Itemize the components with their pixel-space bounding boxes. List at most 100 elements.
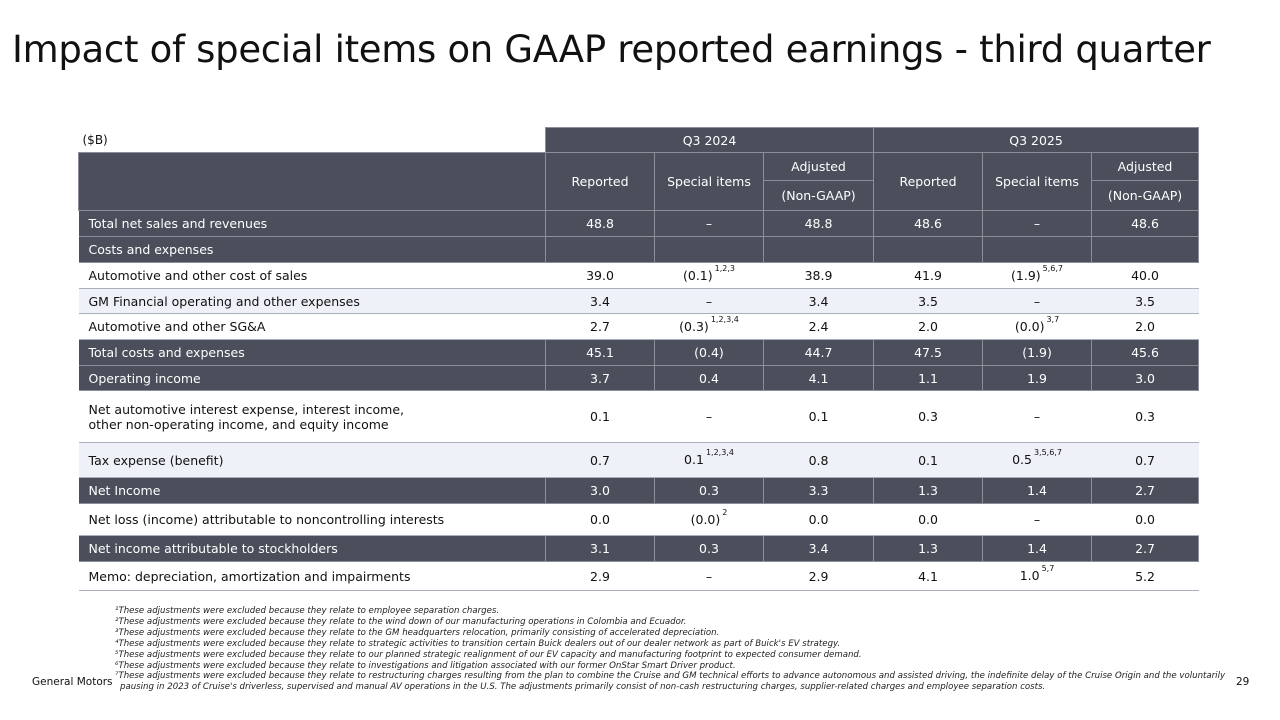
value-cell: 1.3 — [873, 535, 984, 562]
value-cell: 1.1 — [873, 365, 984, 391]
value-cell: 0.0 — [545, 503, 655, 536]
value-cell: (1.9) — [982, 339, 1093, 366]
value-cell: 1.4 — [982, 477, 1093, 504]
period-q3-2024: Q3 2024 — [544, 127, 875, 153]
value: 0.8 — [808, 452, 829, 468]
value-cell: (0.3) 1,2,3,4 — [654, 313, 764, 340]
footnote-ref: 1,2,3 — [714, 263, 735, 273]
value: 48.6 — [1131, 216, 1159, 231]
value-cell: 47.5 — [873, 339, 984, 366]
table-row: Tax expense (benefit) 0.7 0.1 1,2,3,4 0.8 0.1… — [78, 442, 1199, 478]
row-label: GM Financial operating and other expense… — [78, 288, 546, 314]
value-cell: 5.2 — [1091, 561, 1199, 591]
value: 38.9 — [804, 268, 833, 283]
value-cell: 2.0 — [873, 313, 983, 340]
value-cell: – — [654, 561, 764, 591]
value-cell: 3.7 — [545, 365, 655, 391]
period-header-row: ($B) Q3 2024 Q3 2025 — [78, 127, 1200, 153]
value-cell — [873, 236, 984, 263]
value-cell: 0.3 — [873, 390, 983, 443]
row-label-text: Tax expense (benefit) — [88, 452, 224, 468]
value-cell — [762, 236, 875, 263]
value: 2.0 — [1135, 319, 1155, 334]
value: 3.1 — [590, 541, 610, 556]
footnote: ¹These adjustments were excluded because… — [115, 606, 500, 616]
value-cell — [1091, 236, 1200, 263]
value-cell: 45.6 — [1091, 339, 1200, 366]
row-label: Net Income — [78, 477, 546, 504]
value: (0.3) — [679, 319, 709, 335]
footnote: ⁴These adjustments were excluded because… — [115, 638, 841, 649]
value: (0.0) — [690, 512, 721, 528]
value: 1.3 — [918, 483, 938, 498]
row-label: Operating income — [78, 365, 546, 391]
footnote-ref: 3,5,6,7 — [1033, 448, 1062, 458]
value-cell: (1.9) 5,6,7 — [982, 262, 1092, 289]
value: 2.9 — [590, 568, 610, 584]
value-cell: 48.6 — [873, 210, 984, 237]
row-label-text: Total costs and expenses — [88, 345, 245, 360]
value: 0.0 — [808, 512, 829, 527]
footnote: pausing in 2023 of Cruise's driverless, … — [120, 682, 1046, 693]
value-cell: 0.1 — [545, 390, 655, 443]
value: (0.4) — [694, 345, 724, 360]
value-cell — [982, 236, 1093, 263]
value: 3.5 — [1135, 293, 1155, 309]
footnote: ⁷These adjustments were excluded because… — [115, 671, 1226, 682]
table-row: Net loss (income) attributable to noncon… — [78, 503, 1199, 536]
value: – — [705, 568, 713, 584]
value-cell: 1.3 — [873, 477, 984, 504]
value-cell: 3.0 — [545, 477, 655, 504]
value-cell: 41.9 — [873, 262, 983, 289]
value: 1.1 — [918, 370, 938, 386]
value-cell: – — [982, 210, 1093, 237]
value-cell: 3.1 — [545, 535, 655, 562]
row-label: Tax expense (benefit) — [78, 442, 546, 478]
value: 0.0 — [918, 512, 938, 527]
value: 3.0 — [1135, 370, 1155, 386]
row-label: Net automotive interest expense, interes… — [78, 390, 546, 443]
value-cell: 1.9 — [982, 365, 1093, 391]
value-cell: 3.4 — [545, 288, 655, 314]
value: 3.5 — [918, 293, 938, 309]
value-cell: 2.4 — [763, 313, 874, 340]
value: 2.7 — [1135, 541, 1155, 556]
row-label-text: Costs and expenses — [88, 242, 214, 257]
value-cell: 0.1 — [763, 390, 874, 443]
col-reported: Reported — [545, 152, 655, 211]
row-label: Net loss (income) attributable to noncon… — [78, 503, 546, 536]
row-label-text: Net Income — [88, 483, 161, 498]
row-label-text: Total net sales and revenues — [88, 216, 268, 231]
value: 45.6 — [1131, 345, 1159, 360]
value: 44.7 — [804, 345, 833, 360]
row-label: Total net sales and revenues — [78, 210, 546, 237]
footnote-ref: 5,6,7 — [1042, 263, 1064, 273]
col-reported: Reported — [873, 152, 984, 211]
value: 2.0 — [918, 319, 938, 334]
value-cell: 0.3 — [1091, 390, 1199, 443]
value: 2.7 — [590, 319, 610, 334]
value: 0.3 — [918, 409, 938, 424]
value: 1.9 — [1027, 370, 1047, 386]
value: 3.4 — [590, 293, 610, 309]
value-cell: 40.0 — [1091, 262, 1199, 289]
value-cell: 0.1 — [873, 442, 983, 478]
table-row: Total net sales and revenues 48.8 – 48.8 48.… — [78, 210, 1200, 237]
value-cell: 3.3 — [762, 477, 875, 504]
value-cell: 3.0 — [1091, 365, 1200, 391]
row-label-text: Net loss (income) attributable to noncon… — [88, 512, 445, 527]
table-row: Automotive and other cost of sales 39.0 (0… — [78, 262, 1199, 289]
row-label: Automotive and other SG&A — [78, 313, 546, 340]
value-cell: 1.4 — [982, 535, 1093, 562]
value: 3.4 — [808, 541, 829, 556]
value: 4.1 — [808, 370, 829, 386]
row-label-text: Net income attributable to stockholders — [88, 541, 338, 556]
value: 0.0 — [1135, 512, 1155, 527]
value: (0.1) — [683, 268, 713, 284]
value-cell: 0.7 — [545, 442, 655, 478]
value: 1.4 — [1027, 483, 1047, 498]
value-cell: 1.0 5,7 — [982, 561, 1092, 591]
value-cell: 2.7 — [545, 313, 655, 340]
value: – — [1033, 293, 1041, 309]
row-label: Net income attributable to stockholders — [78, 535, 546, 562]
